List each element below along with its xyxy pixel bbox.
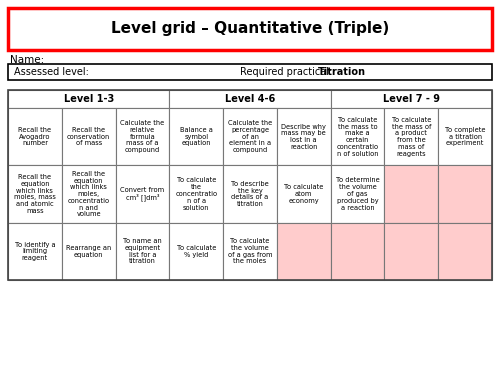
Text: To calculate
the mass of
a product
from the
mass of
reagents: To calculate the mass of a product from …: [392, 117, 431, 156]
Text: To determine
the volume
of gas
produced by
a reaction: To determine the volume of gas produced …: [336, 177, 380, 210]
FancyBboxPatch shape: [170, 165, 223, 223]
Text: Level 4-6: Level 4-6: [225, 94, 275, 104]
Text: Name:: Name:: [10, 55, 44, 65]
Text: Level grid – Quantitative (Triple): Level grid – Quantitative (Triple): [111, 21, 389, 36]
FancyBboxPatch shape: [62, 165, 116, 223]
FancyBboxPatch shape: [116, 165, 170, 223]
FancyBboxPatch shape: [384, 108, 438, 165]
FancyBboxPatch shape: [170, 108, 223, 165]
FancyBboxPatch shape: [330, 90, 492, 108]
FancyBboxPatch shape: [384, 223, 438, 280]
FancyBboxPatch shape: [8, 90, 170, 108]
Text: To identify a
limiting
reagent: To identify a limiting reagent: [14, 242, 55, 261]
FancyBboxPatch shape: [170, 90, 330, 108]
FancyBboxPatch shape: [277, 223, 330, 280]
Text: Balance a
symbol
equation: Balance a symbol equation: [180, 127, 212, 146]
Text: Titration: Titration: [318, 67, 366, 77]
FancyBboxPatch shape: [8, 8, 492, 50]
FancyBboxPatch shape: [8, 108, 62, 165]
FancyBboxPatch shape: [330, 223, 384, 280]
Text: Recall the
Avogadro
number: Recall the Avogadro number: [18, 127, 52, 146]
FancyBboxPatch shape: [223, 223, 277, 280]
Text: To calculate
the mass to
make a
certain
concentratio
n of solution: To calculate the mass to make a certain …: [336, 117, 378, 156]
FancyBboxPatch shape: [330, 165, 384, 223]
Text: Convert from
cm³ []dm³: Convert from cm³ []dm³: [120, 187, 164, 201]
FancyBboxPatch shape: [223, 165, 277, 223]
Text: Calculate the
relative
formula
mass of a
compound: Calculate the relative formula mass of a…: [120, 120, 164, 153]
FancyBboxPatch shape: [170, 223, 223, 280]
Text: To name an
equipment
list for a
titration: To name an equipment list for a titratio…: [123, 238, 162, 264]
Text: Describe why
mass may be
lost in a
reaction: Describe why mass may be lost in a react…: [282, 123, 326, 150]
FancyBboxPatch shape: [330, 108, 384, 165]
Text: To calculate
% yield: To calculate % yield: [176, 245, 216, 258]
FancyBboxPatch shape: [438, 108, 492, 165]
FancyBboxPatch shape: [8, 223, 62, 280]
Text: Level 7 - 9: Level 7 - 9: [383, 94, 440, 104]
Text: Level 1-3: Level 1-3: [64, 94, 114, 104]
FancyBboxPatch shape: [8, 165, 62, 223]
Text: To calculate
atom
economy: To calculate atom economy: [284, 184, 324, 204]
Text: Rearrange an
equation: Rearrange an equation: [66, 245, 112, 258]
Text: Assessed level:: Assessed level:: [14, 67, 89, 77]
Text: Recall the
equation
which links
moles, mass
and atomic
mass: Recall the equation which links moles, m…: [14, 174, 56, 214]
Text: Calculate the
percentage
of an
element in a
compound: Calculate the percentage of an element i…: [228, 120, 272, 153]
FancyBboxPatch shape: [116, 108, 170, 165]
FancyBboxPatch shape: [62, 108, 116, 165]
FancyBboxPatch shape: [277, 108, 330, 165]
Text: To calculate
the
concentratio
n of a
solution: To calculate the concentratio n of a sol…: [175, 177, 218, 210]
Text: Recall the
equation
which links
moles,
concentratio
n and
volume: Recall the equation which links moles, c…: [68, 171, 110, 217]
Text: To complete
a titration
experiment: To complete a titration experiment: [445, 127, 486, 146]
Text: Required practical:: Required practical:: [240, 67, 336, 77]
FancyBboxPatch shape: [62, 223, 116, 280]
FancyBboxPatch shape: [438, 165, 492, 223]
Text: Recall the
conservation
of mass: Recall the conservation of mass: [67, 127, 110, 146]
FancyBboxPatch shape: [8, 64, 492, 80]
Text: To describe
the key
details of a
titration: To describe the key details of a titrati…: [231, 181, 269, 207]
FancyBboxPatch shape: [277, 165, 330, 223]
FancyBboxPatch shape: [223, 108, 277, 165]
FancyBboxPatch shape: [116, 223, 170, 280]
FancyBboxPatch shape: [438, 223, 492, 280]
FancyBboxPatch shape: [384, 165, 438, 223]
Text: To calculate
the volume
of a gas from
the moles: To calculate the volume of a gas from th…: [228, 238, 272, 264]
